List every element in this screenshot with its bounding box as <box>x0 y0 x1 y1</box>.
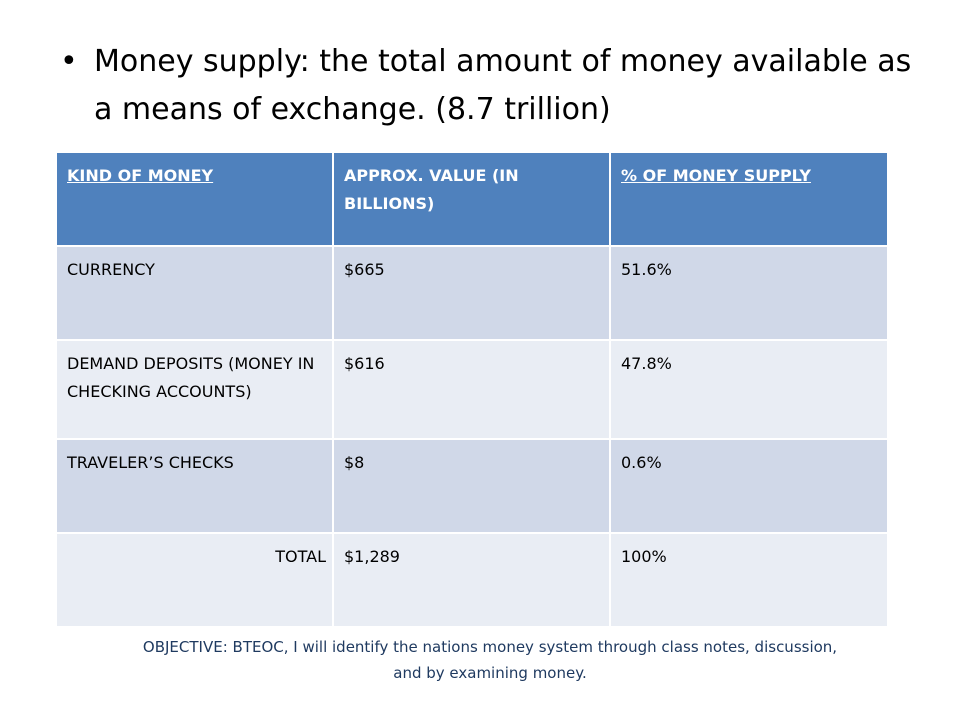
table-header-row: KIND OF MONEY APPROX. VALUE (IN BILLIONS… <box>55 151 889 247</box>
table-cell: TRAVELER’S CHECKS <box>55 438 334 534</box>
table-row: DEMAND DEPOSITS (MONEY IN CHECKING ACCOU… <box>55 339 889 440</box>
table-cell: $616 <box>332 339 611 440</box>
money-supply-table: KIND OF MONEY APPROX. VALUE (IN BILLIONS… <box>55 151 889 628</box>
table-cell: $8 <box>332 438 611 534</box>
table-cell-total-label: TOTAL <box>55 532 334 628</box>
table-cell: 0.6% <box>609 438 889 534</box>
table-cell: DEMAND DEPOSITS (MONEY IN CHECKING ACCOU… <box>55 339 334 440</box>
header-approx-value: APPROX. VALUE (IN BILLIONS) <box>332 151 611 247</box>
table-cell: $1,289 <box>332 532 611 628</box>
header-percent-supply: % OF MONEY SUPPLY <box>609 151 889 247</box>
table-cell: 51.6% <box>609 245 889 341</box>
table-cell: 100% <box>609 532 889 628</box>
table-row: CURRENCY $665 51.6% <box>55 245 889 341</box>
bullet-point: • Money supply: the total amount of mone… <box>60 38 940 134</box>
table-cell: $665 <box>332 245 611 341</box>
table-row: TRAVELER’S CHECKS $8 0.6% <box>55 438 889 534</box>
bullet-text: Money supply: the total amount of money … <box>94 44 912 127</box>
table-cell: 47.8% <box>609 339 889 440</box>
header-kind-of-money: KIND OF MONEY <box>55 151 334 247</box>
table-row-total: TOTAL $1,289 100% <box>55 532 889 628</box>
objective-note: OBJECTIVE: BTEOC, I will identify the na… <box>142 638 838 682</box>
table-cell: CURRENCY <box>55 245 334 341</box>
bullet-dot-icon: • <box>60 44 78 79</box>
